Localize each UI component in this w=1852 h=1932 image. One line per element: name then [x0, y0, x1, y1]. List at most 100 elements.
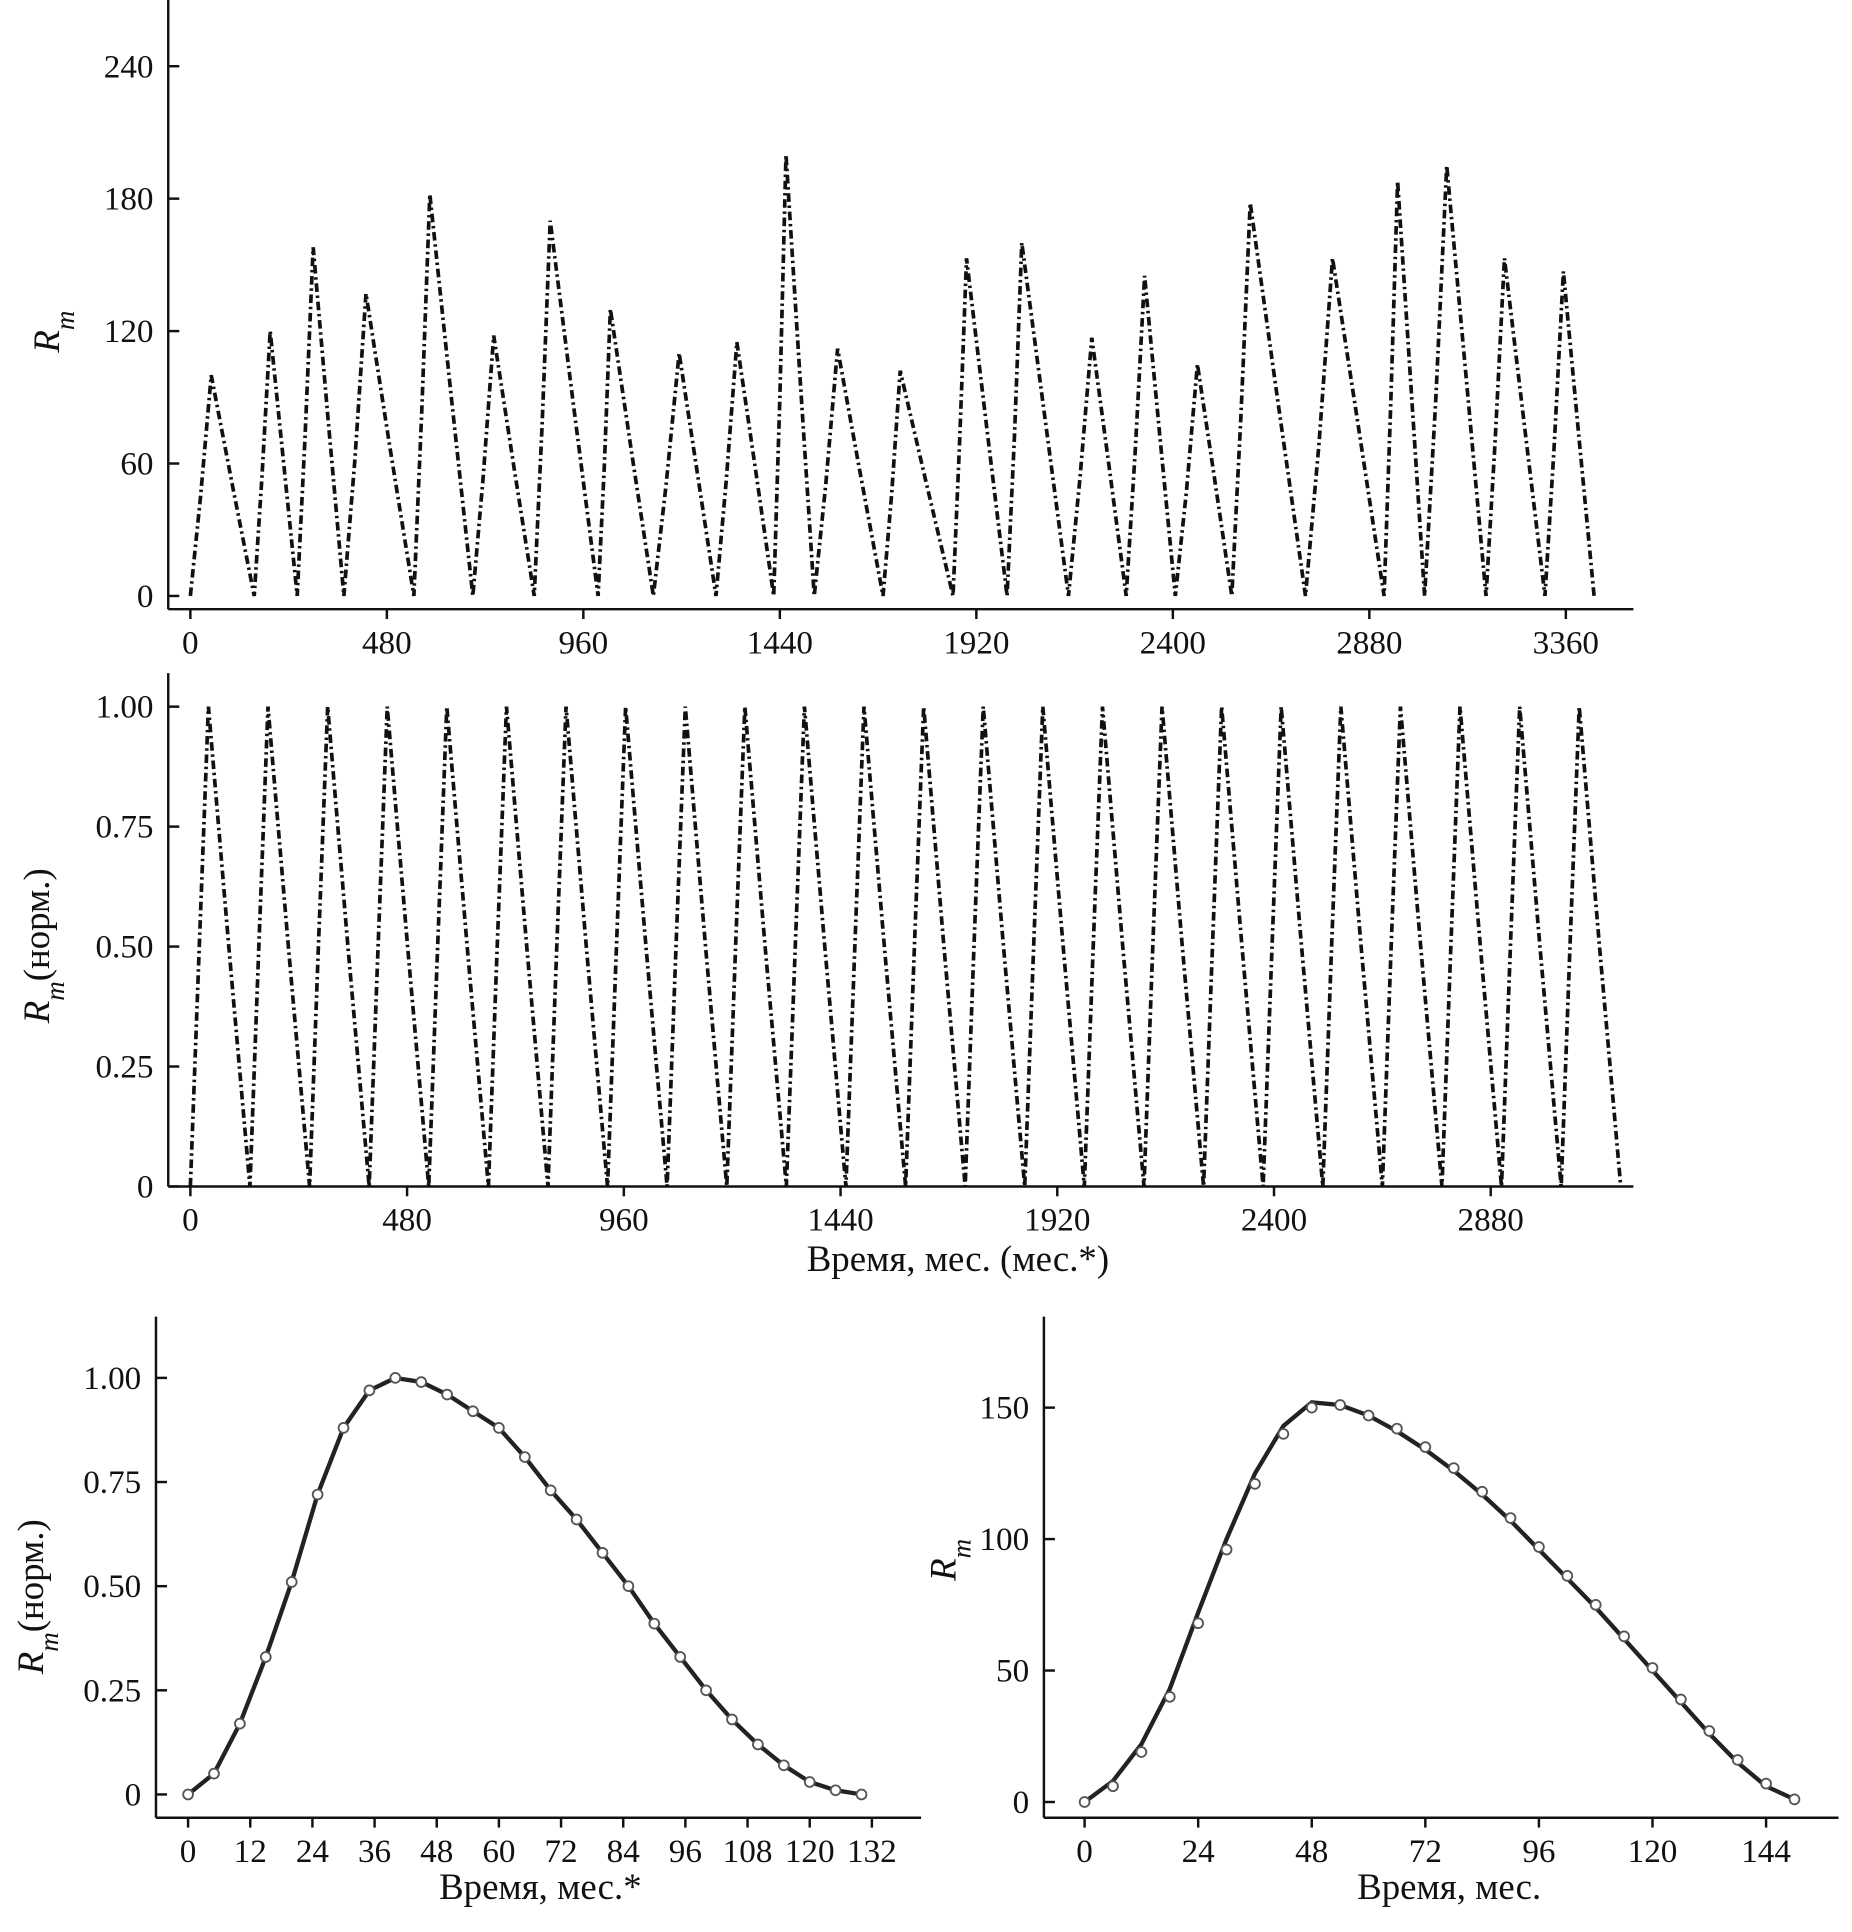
data-point — [1135, 1746, 1148, 1758]
data-point — [1675, 1693, 1687, 1706]
x-tick-label: 2400 — [1241, 1202, 1307, 1239]
x-tick-label: 36 — [358, 1833, 391, 1870]
data-point — [1277, 1428, 1290, 1440]
y-tick-label: 50 — [996, 1653, 1029, 1690]
x-tick-label: 132 — [847, 1833, 897, 1870]
x-tick-label: 480 — [362, 624, 412, 661]
data-point — [1249, 1478, 1261, 1490]
data-point — [752, 1738, 764, 1751]
x-tick-label: 12 — [234, 1833, 267, 1870]
y-tick-label: 0 — [1013, 1784, 1030, 1821]
x-tick-label: 3360 — [1533, 624, 1599, 661]
y-tick-label: 0.75 — [83, 1464, 141, 1501]
data-point — [648, 1617, 661, 1630]
y-label-symbol: R — [922, 1558, 963, 1582]
x-tick-label: 120 — [785, 1833, 835, 1870]
data-point — [1447, 1462, 1460, 1474]
data-point — [1305, 1401, 1318, 1414]
y-tick-label: 0 — [125, 1777, 142, 1814]
x-tick-label: 96 — [1522, 1833, 1555, 1870]
panel: 0 0.25 0.50 0.75 1.00 0 12 24 36 48 60 72 84 96 108 120… — [10, 1316, 922, 1907]
x-tick-label: 72 — [544, 1833, 577, 1870]
data-point — [803, 1776, 816, 1788]
data-point — [1334, 1399, 1346, 1411]
data-point — [1533, 1541, 1545, 1553]
y-label-suffix: (норм.) — [16, 868, 57, 981]
panel: 0 50 100 150 0 24 48 72 96 120 144 Rm Время, мес. — [922, 1316, 1839, 1907]
y-tick-label: 0 — [137, 578, 154, 615]
x-tick-label: 120 — [1628, 1833, 1678, 1870]
y-tick-label: 60 — [120, 446, 153, 483]
data-point — [518, 1451, 531, 1463]
data-point — [700, 1684, 712, 1697]
x-tick-label: 480 — [382, 1202, 432, 1239]
data-line — [1083, 1400, 1796, 1804]
x-tick-label: 72 — [1409, 1833, 1442, 1870]
data-point — [777, 1759, 790, 1772]
data-point — [389, 1372, 402, 1384]
y-label-subscript: m — [34, 1632, 64, 1652]
data-point — [1504, 1512, 1517, 1524]
y-tick-label: 0 — [137, 1169, 154, 1206]
data-point — [1419, 1441, 1432, 1453]
data-point — [311, 1488, 324, 1501]
y-tick-label: 0.50 — [83, 1568, 141, 1605]
y-label-suffix: (норм.) — [10, 1519, 51, 1632]
data-point — [337, 1422, 350, 1434]
y-label-symbol: R — [26, 330, 67, 354]
x-tick-label: 1920 — [943, 624, 1009, 661]
x-tick-label: 0 — [1076, 1833, 1093, 1870]
x-tick-label: 2880 — [1458, 1202, 1524, 1239]
x-tick-label: 2400 — [1140, 624, 1206, 661]
data-point — [1362, 1409, 1375, 1422]
data-point — [208, 1767, 220, 1780]
data-line — [188, 706, 1623, 1187]
y-tick-label: 1.00 — [95, 689, 153, 726]
x-tick-label: 1920 — [1024, 1202, 1090, 1239]
data-point — [1703, 1725, 1716, 1737]
y-label-subscript: m — [946, 1539, 976, 1559]
y-tick-label: 0.50 — [95, 929, 153, 966]
x-axis-label: Время, мес. (мес.*) — [807, 1238, 1109, 1279]
y-tick-label: 0.25 — [83, 1672, 141, 1709]
y-tick-label: 0.25 — [95, 1049, 153, 1086]
y-tick-label: 150 — [979, 1390, 1029, 1427]
data-point — [1163, 1690, 1176, 1703]
data-point — [234, 1717, 246, 1730]
data-point — [726, 1713, 738, 1726]
data-point — [493, 1422, 505, 1434]
data-point — [1107, 1780, 1119, 1793]
data-point — [1220, 1543, 1233, 1556]
x-tick-label: 1440 — [807, 1202, 873, 1239]
y-tick-label: 120 — [104, 313, 154, 350]
data-point — [1618, 1630, 1630, 1643]
data-point — [467, 1405, 479, 1418]
panel: 0 0.25 0.50 0.75 1.00 0 480 960 1440 1920 2400 2880… — [16, 673, 1634, 1279]
x-tick-label: 1440 — [747, 624, 813, 661]
x-tick-label: 48 — [420, 1833, 453, 1870]
y-axis-label: Rm(норм.) — [10, 1519, 64, 1675]
data-point — [829, 1784, 842, 1797]
x-tick-label: 960 — [558, 624, 608, 661]
data-point — [259, 1651, 272, 1663]
x-tick-label: 144 — [1741, 1833, 1791, 1870]
x-tick-label: 2880 — [1336, 624, 1402, 661]
data-point — [1476, 1485, 1488, 1498]
y-tick-label: 0.75 — [95, 809, 153, 846]
data-point — [415, 1376, 428, 1388]
y-axis-label: Rm(норм.) — [16, 868, 70, 1024]
data-point — [1760, 1777, 1772, 1790]
data-point — [1788, 1793, 1801, 1806]
data-line — [188, 154, 1596, 597]
x-axis-label: Время, мес.* — [439, 1866, 642, 1907]
data-point — [1192, 1617, 1205, 1630]
x-tick-label: 96 — [669, 1833, 702, 1870]
y-tick-label: 240 — [104, 48, 154, 85]
y-axis-label: Rm — [26, 311, 80, 354]
y-label-subscript: m — [50, 311, 80, 331]
data-point — [285, 1576, 298, 1588]
y-tick-label: 100 — [979, 1521, 1029, 1558]
